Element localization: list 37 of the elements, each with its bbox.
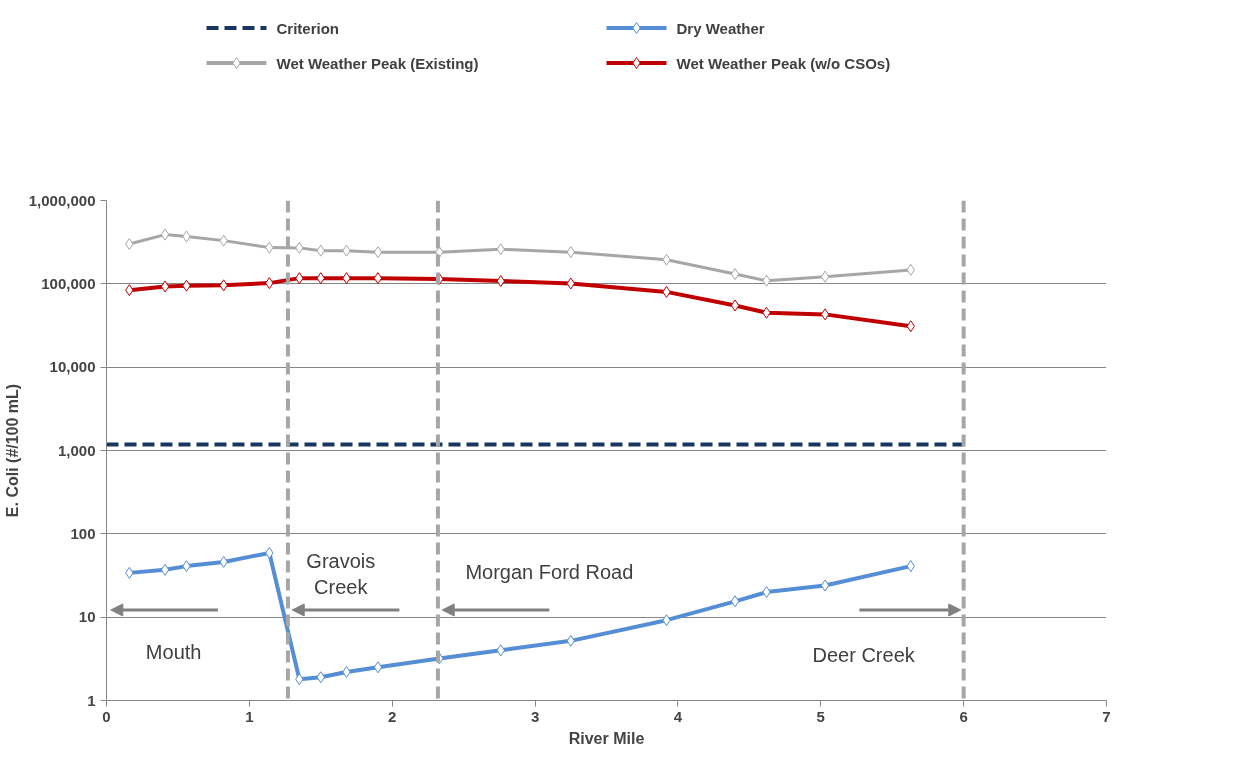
x-axis-title: River Mile bbox=[568, 729, 645, 747]
y-tick-label: 1,000,000 bbox=[28, 191, 96, 209]
y-tick-label: 10 bbox=[78, 608, 96, 626]
legend-label: Criterion bbox=[276, 19, 340, 37]
point bbox=[160, 280, 170, 293]
point bbox=[373, 661, 383, 674]
annotation: Deer Creek bbox=[812, 644, 916, 667]
x-tick-label: 5 bbox=[816, 707, 825, 725]
point bbox=[820, 308, 830, 321]
annotation: Gravois Creek bbox=[306, 549, 376, 599]
y-tick-label: 100,000 bbox=[41, 274, 96, 292]
legend-label: Wet Weather Peak (w/o CSOs) bbox=[676, 54, 891, 72]
point bbox=[730, 268, 740, 281]
x-tick-label: 2 bbox=[388, 707, 397, 725]
x-tick-label: 3 bbox=[530, 707, 540, 725]
y-tick-label: 1 bbox=[87, 691, 96, 709]
point bbox=[160, 563, 170, 576]
y-tick-label: 100 bbox=[70, 524, 96, 542]
legend-label: Dry Weather bbox=[676, 19, 765, 37]
point bbox=[373, 272, 383, 285]
point bbox=[820, 579, 830, 592]
y-axis-title: E. Coli (#/100 mL) bbox=[3, 383, 21, 518]
x-tick-label: 1 bbox=[245, 707, 254, 725]
point bbox=[730, 595, 740, 608]
point bbox=[160, 228, 170, 241]
point bbox=[730, 299, 740, 312]
point bbox=[373, 246, 383, 259]
x-tick-label: 0 bbox=[102, 707, 111, 725]
x-tick-label: 6 bbox=[959, 707, 968, 725]
x-tick-label: 4 bbox=[673, 707, 683, 725]
annotation: Mouth bbox=[145, 641, 202, 664]
y-tick-label: 10,000 bbox=[49, 358, 96, 376]
legend-label: Wet Weather Peak (Existing) bbox=[276, 54, 479, 72]
annotation: Morgan Ford Road bbox=[465, 560, 634, 583]
point bbox=[820, 270, 830, 283]
y-tick-label: 1,000 bbox=[57, 441, 96, 459]
x-tick-label: 7 bbox=[1102, 707, 1111, 725]
